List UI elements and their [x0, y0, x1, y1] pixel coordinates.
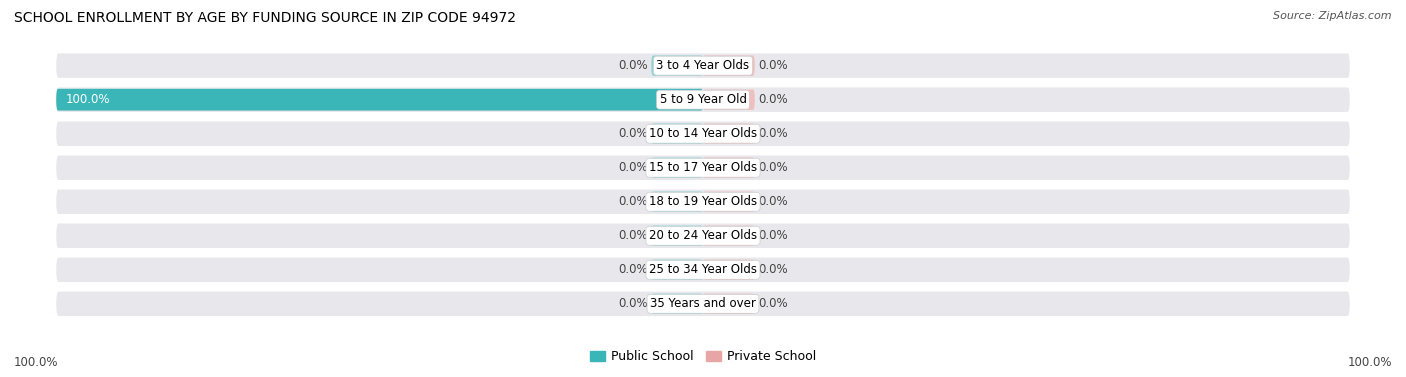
FancyBboxPatch shape	[651, 192, 703, 212]
Text: 0.0%: 0.0%	[758, 93, 787, 106]
Text: 0.0%: 0.0%	[758, 229, 787, 242]
Text: 0.0%: 0.0%	[619, 195, 648, 208]
FancyBboxPatch shape	[56, 121, 1350, 146]
Text: 0.0%: 0.0%	[619, 59, 648, 72]
Text: 15 to 17 Year Olds: 15 to 17 Year Olds	[650, 161, 756, 174]
Text: 0.0%: 0.0%	[619, 297, 648, 310]
FancyBboxPatch shape	[651, 124, 703, 144]
Legend: Public School, Private School: Public School, Private School	[585, 345, 821, 368]
FancyBboxPatch shape	[56, 190, 1350, 214]
FancyBboxPatch shape	[56, 87, 1350, 112]
Text: 20 to 24 Year Olds: 20 to 24 Year Olds	[650, 229, 756, 242]
Text: 0.0%: 0.0%	[758, 161, 787, 174]
Text: SCHOOL ENROLLMENT BY AGE BY FUNDING SOURCE IN ZIP CODE 94972: SCHOOL ENROLLMENT BY AGE BY FUNDING SOUR…	[14, 11, 516, 25]
Text: 5 to 9 Year Old: 5 to 9 Year Old	[659, 93, 747, 106]
FancyBboxPatch shape	[651, 260, 703, 280]
Text: 35 Years and over: 35 Years and over	[650, 297, 756, 310]
Text: 0.0%: 0.0%	[619, 263, 648, 276]
FancyBboxPatch shape	[703, 89, 755, 110]
Text: 100.0%: 100.0%	[1347, 357, 1392, 369]
FancyBboxPatch shape	[56, 155, 1350, 180]
FancyBboxPatch shape	[56, 291, 1350, 316]
FancyBboxPatch shape	[703, 225, 755, 246]
Text: 0.0%: 0.0%	[619, 161, 648, 174]
FancyBboxPatch shape	[703, 260, 755, 280]
Text: 0.0%: 0.0%	[619, 229, 648, 242]
Text: 0.0%: 0.0%	[758, 297, 787, 310]
Text: 0.0%: 0.0%	[758, 127, 787, 140]
FancyBboxPatch shape	[651, 55, 703, 76]
FancyBboxPatch shape	[703, 158, 755, 178]
FancyBboxPatch shape	[56, 224, 1350, 248]
Text: 0.0%: 0.0%	[619, 127, 648, 140]
FancyBboxPatch shape	[651, 158, 703, 178]
Text: 0.0%: 0.0%	[758, 59, 787, 72]
Text: 0.0%: 0.0%	[758, 263, 787, 276]
Text: 25 to 34 Year Olds: 25 to 34 Year Olds	[650, 263, 756, 276]
FancyBboxPatch shape	[651, 225, 703, 246]
Text: 0.0%: 0.0%	[758, 195, 787, 208]
Text: 100.0%: 100.0%	[66, 93, 111, 106]
FancyBboxPatch shape	[703, 55, 755, 76]
FancyBboxPatch shape	[703, 192, 755, 212]
Text: Source: ZipAtlas.com: Source: ZipAtlas.com	[1274, 11, 1392, 21]
FancyBboxPatch shape	[703, 294, 755, 314]
FancyBboxPatch shape	[56, 54, 1350, 78]
FancyBboxPatch shape	[703, 124, 755, 144]
FancyBboxPatch shape	[56, 257, 1350, 282]
Text: 10 to 14 Year Olds: 10 to 14 Year Olds	[650, 127, 756, 140]
FancyBboxPatch shape	[651, 294, 703, 314]
Text: 3 to 4 Year Olds: 3 to 4 Year Olds	[657, 59, 749, 72]
Text: 18 to 19 Year Olds: 18 to 19 Year Olds	[650, 195, 756, 208]
Text: 100.0%: 100.0%	[14, 357, 59, 369]
FancyBboxPatch shape	[56, 89, 703, 110]
